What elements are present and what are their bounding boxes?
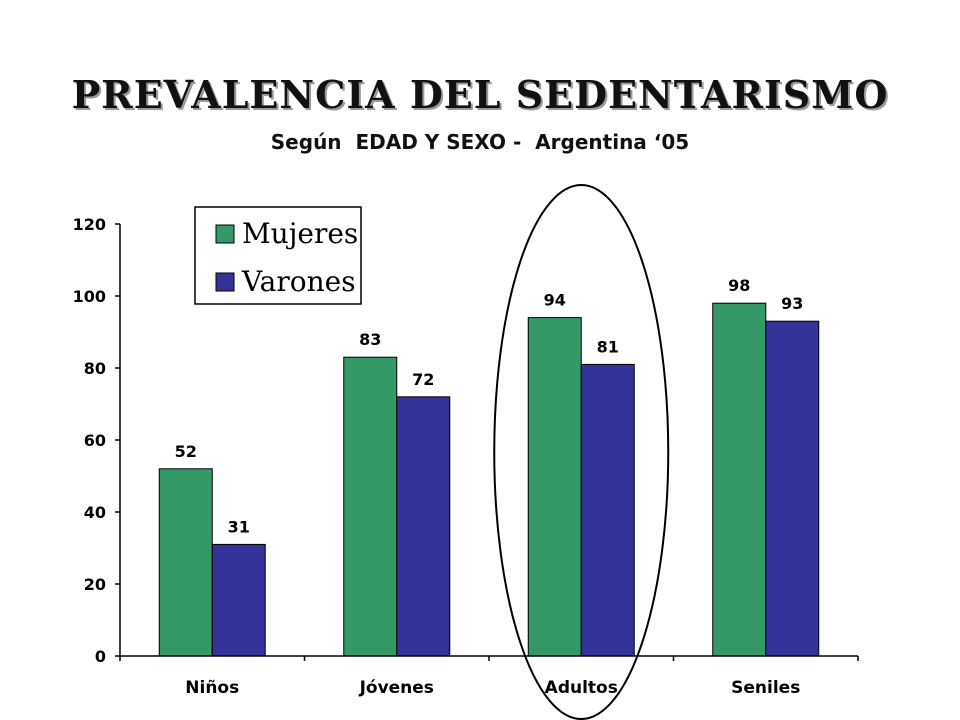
bars-group bbox=[158, 302, 820, 657]
data-label-mujeres-0: 52 bbox=[175, 442, 197, 461]
category-label-1: Jóvenes bbox=[359, 678, 434, 698]
data-label-varones-1: 72 bbox=[412, 370, 434, 389]
data-label-varones-2: 81 bbox=[597, 337, 619, 356]
bar-varones-2 bbox=[580, 363, 635, 657]
y-tick-label-1: 20 bbox=[84, 575, 106, 594]
data-label-mujeres-1: 83 bbox=[359, 330, 381, 349]
y-tick-label-2: 40 bbox=[84, 503, 106, 522]
chart-title: PREVALENCIA DEL SEDENTARISMO bbox=[71, 72, 889, 117]
legend-swatch-varones bbox=[215, 272, 235, 292]
bar-varones-0 bbox=[211, 543, 266, 657]
bar-mujeres-0 bbox=[158, 468, 213, 657]
legend: Mujeres Varones bbox=[194, 206, 362, 305]
data-label-mujeres-3: 98 bbox=[728, 276, 750, 295]
bar-varones-3 bbox=[765, 320, 820, 657]
data-labels-group: 52 31 83 72 94 81 98 93 bbox=[175, 276, 804, 536]
chart-subtitle: Según EDAD Y SEXO - Argentina ‘05 bbox=[270, 130, 690, 154]
data-label-varones-3: 93 bbox=[781, 294, 803, 313]
data-label-varones-0: 31 bbox=[228, 517, 250, 536]
category-label-2: Adultos bbox=[545, 678, 618, 698]
legend-label-varones: Varones bbox=[241, 265, 356, 298]
y-tick-label-4: 80 bbox=[84, 359, 106, 378]
legend-swatch-mujeres bbox=[215, 224, 235, 244]
legend-label-mujeres: Mujeres bbox=[242, 217, 358, 250]
category-label-0: Niños bbox=[185, 678, 239, 698]
highlight-ellipse bbox=[493, 184, 670, 720]
category-label-3: Seniles bbox=[731, 678, 800, 698]
y-tick-label-5: 100 bbox=[73, 287, 106, 306]
y-tick-label-3: 60 bbox=[84, 431, 106, 450]
y-tick-label-6: 120 bbox=[73, 215, 106, 234]
annotation-group bbox=[493, 184, 670, 720]
data-label-mujeres-2: 94 bbox=[544, 291, 566, 310]
y-tick-label-0: 0 bbox=[95, 647, 106, 666]
bar-mujeres-3 bbox=[712, 302, 767, 657]
bar-mujeres-1 bbox=[343, 356, 398, 657]
axes-group: Niños Jóvenes Adultos Seniles 0 20 40 60 80 100 12… bbox=[73, 215, 859, 698]
bar-varones-1 bbox=[396, 396, 451, 657]
bar-mujeres-2 bbox=[527, 317, 582, 657]
